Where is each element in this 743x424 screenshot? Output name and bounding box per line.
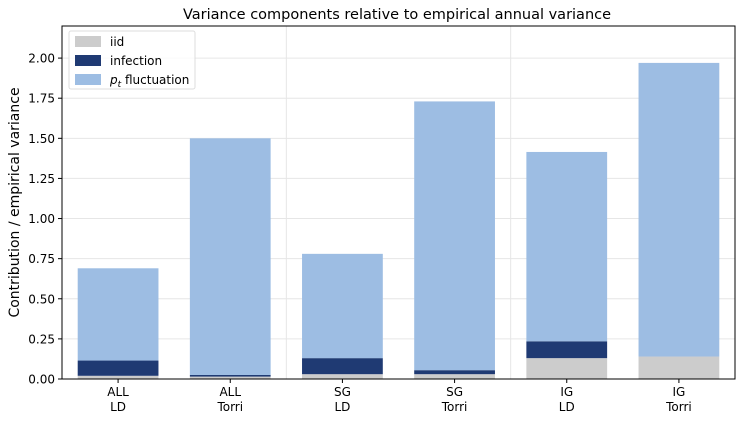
bar-segment [77,360,159,376]
bar-segment [189,374,271,377]
legend: iid infection pt fluctuation [68,30,196,90]
y-tick-label: 0.50 [28,292,55,306]
bar-segment [414,101,495,371]
bar-segment [526,151,608,342]
legend-swatch [75,74,101,85]
y-tick-label: 1.25 [28,172,55,186]
y-axis-label: Contribution / empirical variance [7,87,23,317]
y-tick-label: 0.00 [28,373,55,387]
y-tick-label: 0.25 [28,332,55,346]
x-tick-label: SG [334,385,351,399]
x-tick-label: Torri [665,400,692,414]
bar-segment [526,358,608,379]
plot-frame [61,25,736,380]
y-tick-label: 1.00 [28,212,55,226]
x-tick-label: LD [110,400,126,414]
bar-segment [189,138,271,375]
chart-title: Variance components relative to empirica… [183,7,611,23]
grid-layer [62,26,735,380]
x-tick-label: Torri [216,400,243,414]
y-axis: 0.00 0.25 0.50 0.75 1.00 1.25 1.50 1.75 2.00 [28,52,62,387]
bar-segment [414,374,495,379]
bar-segment [414,370,495,375]
legend-swatch [75,55,101,66]
bar-segment [302,374,383,379]
x-tick-label: LD [334,400,350,414]
legend-label: iid [110,35,124,49]
bar-segment [77,268,159,361]
bar-segment [189,376,271,379]
legend-label: pt fluctuation [109,73,189,90]
x-tick-label: LD [559,400,575,414]
x-tick-label: ALL [107,385,129,399]
bar-segment [77,375,159,379]
y-tick-label: 2.00 [28,52,55,66]
x-tick-label: Torri [441,400,468,414]
bar-segment [526,341,608,359]
x-tick-label: IG [672,385,685,399]
bar-segment [302,358,383,375]
bar-segment [638,62,720,357]
bar-segment [302,253,383,359]
bar-segment [638,356,720,379]
y-tick-label: 1.50 [28,132,55,146]
legend-swatch [75,36,101,47]
y-tick-label: 1.75 [28,92,55,106]
legend-label: infection [110,54,162,68]
y-tick-label: 0.75 [28,252,55,266]
bars-layer [77,62,720,379]
x-tick-label: IG [560,385,573,399]
x-tick-label: SG [446,385,463,399]
x-tick-label: ALL [219,385,241,399]
